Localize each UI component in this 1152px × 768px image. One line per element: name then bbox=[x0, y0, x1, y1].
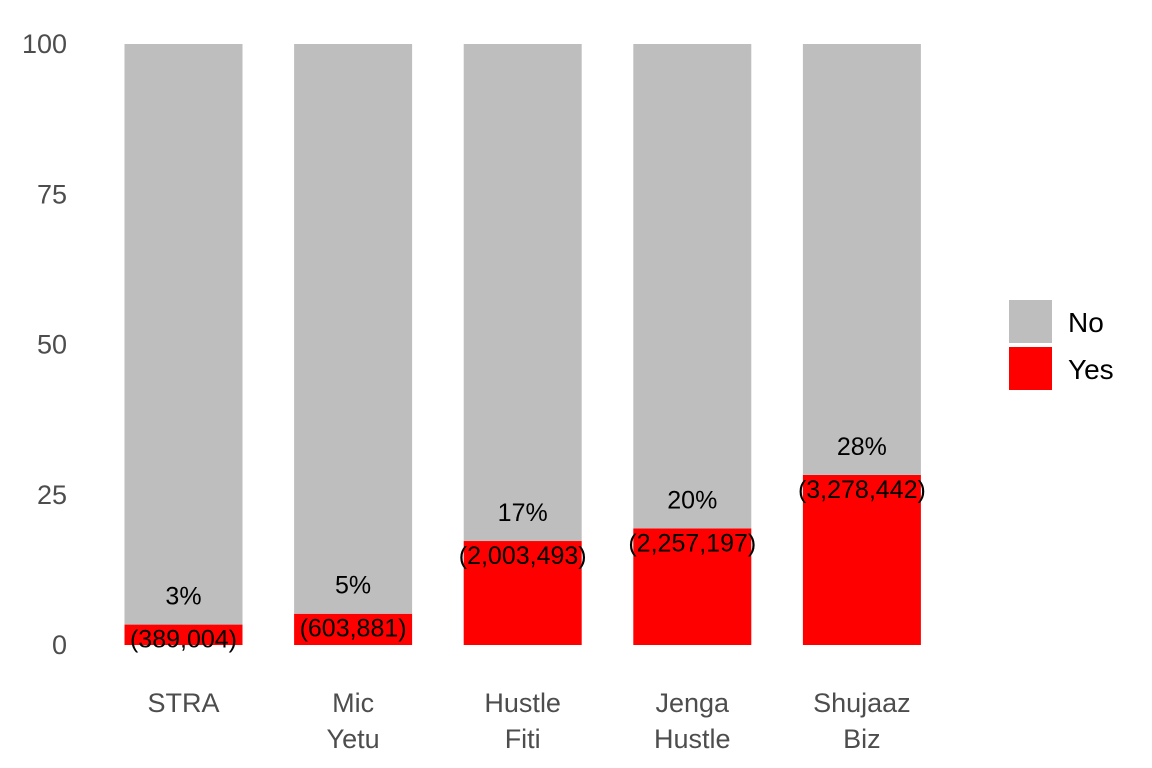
x-tick-label: Hustle bbox=[484, 688, 561, 718]
x-tick-label: Mic bbox=[332, 688, 374, 718]
legend-label-yes: Yes bbox=[1068, 354, 1114, 385]
x-tick-label: Jenga bbox=[656, 688, 731, 718]
data-label-percent: 3% bbox=[165, 583, 201, 611]
bar-segment-yes bbox=[124, 624, 243, 645]
bar-segment-no bbox=[463, 44, 582, 542]
data-label-percent: 20% bbox=[667, 486, 717, 514]
bar-segment-no bbox=[802, 44, 921, 475]
data-labels: 3% (389,004) 5% (603,881) 17% (2,003,493) 20% (… bbox=[130, 433, 926, 654]
x-tick-label: Biz bbox=[843, 724, 881, 754]
legend-key-no bbox=[1009, 300, 1052, 343]
legend-key-yes bbox=[1009, 347, 1052, 390]
bar-segment-no bbox=[124, 44, 243, 625]
data-label-count: (3,278,442) bbox=[798, 476, 926, 504]
legend: No Yes bbox=[1009, 300, 1114, 390]
legend-label-no: No bbox=[1068, 307, 1104, 338]
x-tick-label: Fiti bbox=[505, 724, 541, 754]
y-axis: 0 25 50 75 100 bbox=[22, 29, 67, 660]
bars bbox=[124, 44, 921, 645]
data-label-count: (389,004) bbox=[130, 626, 237, 654]
x-axis: STRA Mic Yetu Hustle Fiti Jenga Hustle Shujaaz B… bbox=[147, 688, 910, 754]
data-label-percent: 17% bbox=[498, 499, 548, 527]
bar-segment-yes bbox=[802, 474, 921, 645]
data-label-percent: 28% bbox=[837, 433, 887, 461]
bar-segment-yes bbox=[294, 613, 413, 645]
y-tick-label: 50 bbox=[37, 330, 67, 360]
data-label-count: (2,257,197) bbox=[628, 529, 756, 557]
y-tick-label: 100 bbox=[22, 29, 67, 59]
data-label-percent: 5% bbox=[335, 572, 371, 600]
x-tick-label: STRA bbox=[147, 688, 219, 718]
y-tick-label: 25 bbox=[37, 480, 67, 510]
bar-segment-no bbox=[633, 44, 752, 529]
y-tick-label: 0 bbox=[52, 630, 67, 660]
y-tick-label: 75 bbox=[37, 179, 67, 209]
x-tick-label: Hustle bbox=[654, 724, 731, 754]
x-tick-label: Yetu bbox=[327, 724, 380, 754]
data-label-count: (603,881) bbox=[300, 615, 407, 643]
bar-segment-no bbox=[294, 44, 413, 614]
bar-segment-yes bbox=[463, 541, 582, 645]
data-label-count: (2,003,493) bbox=[459, 542, 587, 570]
bar-segment-yes bbox=[633, 528, 752, 645]
x-tick-label: Shujaaz bbox=[813, 688, 911, 718]
